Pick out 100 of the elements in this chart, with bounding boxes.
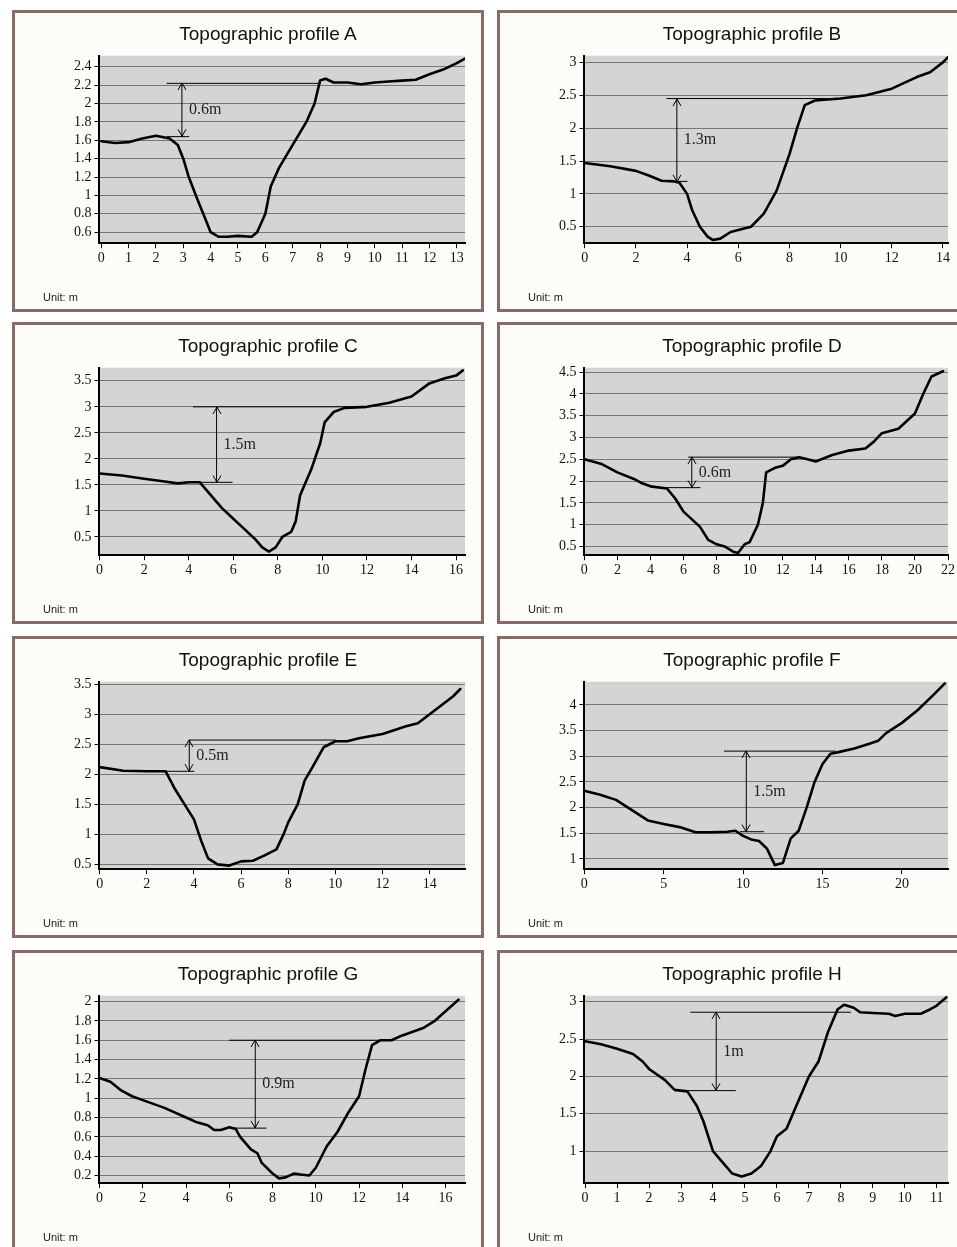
y-tick-label: 2.5 [559, 1030, 577, 1046]
y-tick-label: 1.4 [74, 1051, 92, 1067]
x-tick-label: 2 [143, 876, 151, 892]
y-tick-label: 3 [84, 705, 92, 721]
x-tick-label: 12 [884, 250, 899, 266]
x-tick-label: 14 [935, 250, 950, 266]
y-tick-label: 1 [569, 516, 577, 532]
x-tick-label: 7 [289, 250, 297, 266]
y-tick-label: 0.5 [74, 528, 92, 544]
x-tick-label: 11 [395, 250, 409, 266]
x-tick-label: 2 [645, 1190, 653, 1206]
y-tick-label: 1.5 [559, 1105, 577, 1121]
text: Unit: m [43, 917, 78, 929]
y-tick-label: 4 [569, 385, 577, 401]
x-tick-label: 8 [274, 562, 282, 578]
x-tick-label: 10 [742, 562, 757, 578]
x-tick-label: 8 [713, 562, 721, 578]
x-tick-label: 12 [375, 876, 390, 892]
x-tick-label: 6 [680, 562, 688, 578]
y-tick-label: 1 [569, 850, 577, 866]
chart-title: Topographic profile C [178, 334, 358, 356]
x-tick-label: 20 [894, 876, 909, 892]
y-tick-label: 1.5 [74, 796, 92, 811]
x-tick-label: 0 [96, 562, 104, 578]
annotation: 1.5m [223, 434, 257, 452]
x-tick-label: 22 [941, 562, 955, 578]
y-tick-label: 0.8 [74, 205, 92, 221]
y-tick-label: 3 [569, 54, 577, 70]
x-tick-label: 8 [269, 1190, 277, 1206]
text: Unit: m [43, 291, 78, 303]
chart-title: Topographic profile H [662, 962, 842, 984]
x-tick-label: 10 [328, 876, 343, 892]
y-tick-label: 3.5 [559, 722, 577, 738]
y-tick-label: 0.5 [74, 856, 92, 872]
y-tick-label: 0.6 [74, 1128, 92, 1144]
x-tick-label: 11 [930, 1190, 944, 1206]
annotation: 0.9m [262, 1074, 296, 1092]
y-tick-label: 2 [569, 799, 577, 815]
x-tick-label: 2 [152, 250, 160, 266]
y-tick-label: 2 [84, 95, 92, 111]
y-tick-label: 2.5 [559, 86, 577, 102]
x-tick-label: 2 [139, 1190, 147, 1206]
y-tick-label: 3.5 [74, 372, 92, 388]
x-tick-label: 16 [841, 562, 856, 578]
x-tick-label: 2 [632, 250, 640, 266]
x-tick-label: 10 [897, 1190, 912, 1206]
y-tick-label: 0.5 [559, 218, 577, 234]
y-tick-label: 2.2 [74, 76, 92, 92]
x-tick-label: 16 [438, 1190, 453, 1206]
x-tick-label: 20 [907, 562, 922, 578]
annotation: 0.6m [698, 462, 732, 480]
y-tick-label: 3 [569, 747, 577, 763]
x-tick-label: 0 [580, 876, 588, 892]
y-tick-label: 3.5 [74, 675, 92, 691]
x-tick-label: 4 [683, 250, 691, 266]
x-tick-label: 0 [580, 562, 588, 578]
x-tick-label: 6 [773, 1190, 781, 1206]
annotation: 0.6m [188, 100, 222, 118]
annotation: 1.3m [683, 130, 717, 148]
chart-title: Topographic profile E [178, 648, 358, 670]
x-tick-label: 5 [741, 1190, 749, 1206]
x-tick-label: 5 [234, 250, 242, 266]
x-tick-label: 8 [284, 876, 292, 892]
text: Unit: m [528, 917, 563, 929]
annotation: 1m [723, 1041, 745, 1059]
y-tick-label: 1 [569, 185, 577, 201]
y-tick-label: 2 [84, 765, 92, 781]
x-tick-label: 14 [395, 1190, 410, 1206]
y-tick-label: 0.2 [74, 1167, 92, 1183]
x-tick-label: 3 [179, 250, 187, 266]
x-tick-label: 4 [185, 562, 193, 578]
x-tick-label: 0 [97, 250, 105, 266]
x-tick-label: 10 [308, 1190, 323, 1206]
y-tick-label: 1 [84, 1089, 92, 1105]
y-tick-label: 2.4 [74, 58, 92, 74]
annotation: 0.5m [196, 745, 230, 763]
y-tick-label: 2 [569, 472, 577, 488]
x-tick-label: 12 [359, 562, 374, 578]
y-tick-label: 2.5 [559, 773, 577, 789]
y-tick-label: 1 [84, 187, 92, 203]
x-tick-label: 6 [237, 876, 245, 892]
y-tick-label: 2.5 [74, 735, 92, 751]
x-tick-label: 7 [805, 1190, 813, 1206]
y-tick-label: 1.8 [74, 113, 92, 129]
x-tick-label: 9 [869, 1190, 877, 1206]
y-tick-label: 2 [84, 993, 92, 1009]
x-tick-label: 18 [874, 562, 889, 578]
x-tick-label: 6 [734, 250, 742, 266]
x-tick-label: 8 [316, 250, 324, 266]
y-tick-label: 2.5 [74, 424, 92, 440]
x-tick-label: 10 [833, 250, 848, 266]
x-tick-label: 4 [646, 562, 654, 578]
x-tick-label: 6 [229, 562, 237, 578]
y-tick-label: 2.5 [559, 450, 577, 466]
x-tick-label: 14 [404, 562, 419, 578]
y-tick-label: 0.6 [74, 223, 92, 239]
y-tick-label: 1.8 [74, 1012, 92, 1028]
x-tick-label: 8 [837, 1190, 845, 1206]
y-tick-label: 1.5 [559, 494, 577, 510]
text: Unit: m [528, 603, 563, 615]
